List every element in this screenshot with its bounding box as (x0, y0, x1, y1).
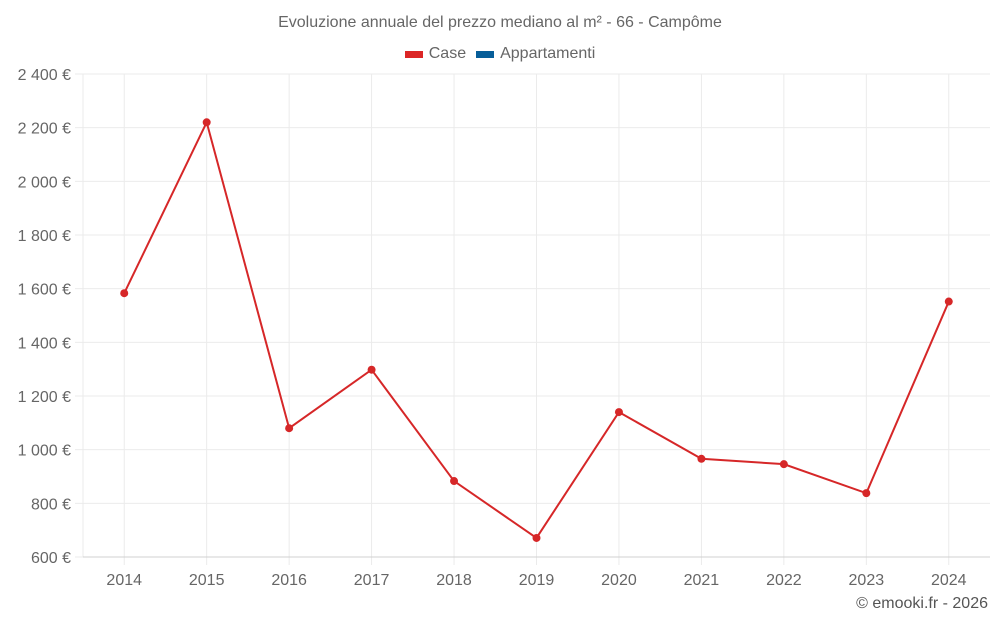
data-point (779, 460, 788, 469)
x-tick-label: 2014 (106, 572, 142, 589)
legend-label-appartamenti: Appartamenti (500, 45, 596, 62)
y-tick-label: 1 000 € (18, 443, 71, 460)
credit: © emooki.fr - 2026 (856, 595, 988, 612)
data-point (450, 477, 459, 486)
data-point (944, 297, 953, 306)
data-point (120, 289, 129, 298)
data-point (532, 533, 541, 542)
data-point (202, 118, 211, 127)
x-tick-label: 2018 (436, 572, 472, 589)
legend-swatch-case (404, 50, 423, 58)
x-tick-label: 2022 (766, 572, 802, 589)
y-tick-label: 1 400 € (18, 335, 71, 352)
data-point (367, 365, 376, 374)
x-tick-label: 2021 (684, 572, 720, 589)
y-tick-label: 600 € (31, 550, 71, 567)
legend: Case Appartamenti (0, 45, 1000, 63)
x-tick-label: 2023 (849, 572, 885, 589)
legend-swatch-appartamenti (476, 50, 495, 58)
legend-item-case[interactable]: Case (404, 45, 467, 63)
legend-label-case: Case (428, 45, 467, 62)
y-tick-label: 2 000 € (18, 174, 71, 191)
x-axis: 2014 2015 2016 2017 2018 2019 2020 2021 2022 2023… (83, 556, 990, 589)
data-point (285, 424, 294, 433)
series-case (120, 118, 953, 542)
y-tick-label: 1 200 € (18, 389, 71, 406)
data-point (614, 408, 623, 417)
grid (82, 73, 990, 565)
x-tick-label: 2017 (354, 572, 390, 589)
y-axis: 600 € 800 € 1 000 € 1 200 € 1 400 € 1 600 € 1 … (18, 67, 83, 567)
x-tick-label: 2019 (519, 572, 555, 589)
x-tick-label: 2015 (189, 572, 225, 589)
y-tick-label: 1 800 € (18, 228, 71, 245)
legend-item-appartamenti[interactable]: Appartamenti (476, 45, 595, 63)
data-point (697, 454, 706, 463)
x-tick-label: 2020 (601, 572, 637, 589)
x-tick-label: 2024 (931, 572, 967, 589)
y-tick-label: 800 € (31, 496, 71, 513)
y-tick-label: 2 400 € (18, 67, 71, 84)
y-tick-label: 2 200 € (18, 121, 71, 138)
x-tick-label: 2016 (271, 572, 307, 589)
chart-title: Evoluzione annuale del prezzo mediano al… (278, 14, 722, 31)
y-tick-label: 1 600 € (18, 282, 71, 299)
data-point (862, 489, 871, 498)
